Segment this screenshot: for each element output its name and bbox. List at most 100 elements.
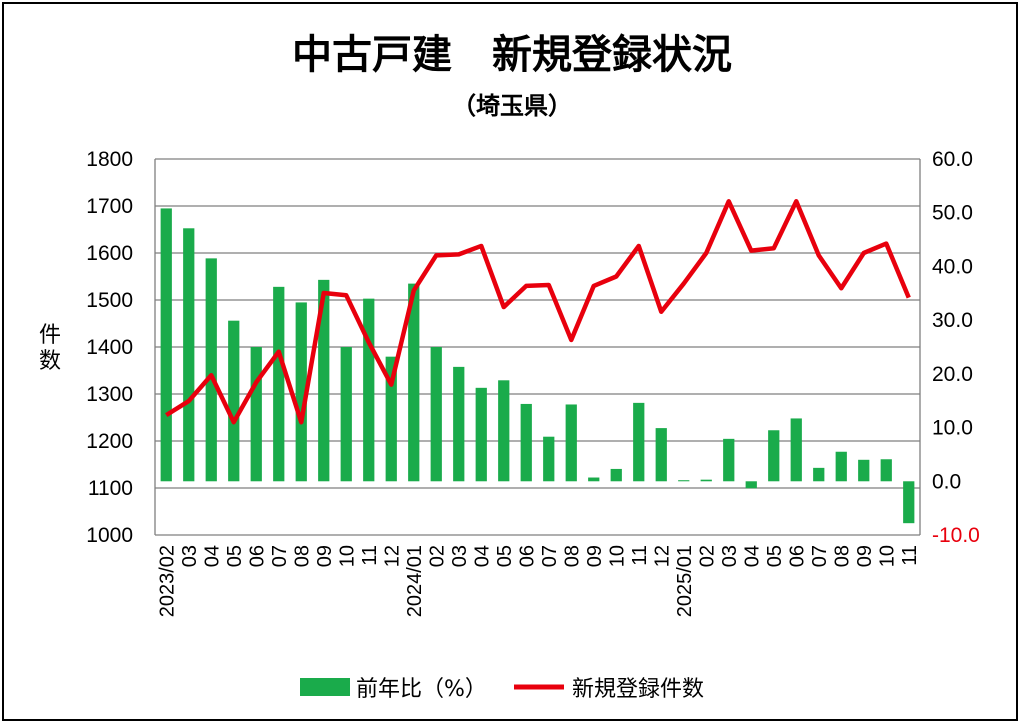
right-tick-label: 20.0 <box>932 363 973 386</box>
y-axis-label-char-1: 件 <box>39 323 61 348</box>
right-tick-label: 50.0 <box>932 202 973 225</box>
bar <box>160 208 172 482</box>
bar <box>768 430 780 482</box>
bar <box>340 347 352 482</box>
right-tick-label: 60.0 <box>932 148 973 171</box>
x-axis-ticks: 2023/02 03 04 05 06 07 08 09 10 11 12 2024/01 02 03 04… <box>156 545 921 617</box>
bar <box>183 228 195 482</box>
bar <box>858 459 870 482</box>
bar <box>813 467 825 482</box>
bar <box>430 347 442 482</box>
bar <box>408 283 420 482</box>
x-tick-label: 03 <box>719 545 741 567</box>
x-tick-label: 03 <box>179 545 201 567</box>
bar <box>475 387 487 482</box>
chart-subtitle: （埼玉県） <box>452 92 572 120</box>
x-tick-label: 11 <box>899 545 921 566</box>
bar <box>903 481 915 524</box>
x-tick-label: 09 <box>854 545 876 567</box>
bar <box>273 286 285 482</box>
bar <box>745 481 757 489</box>
x-tick-label: 04 <box>741 545 763 567</box>
left-tick-label: 1000 <box>86 524 133 547</box>
right-tick-label: -10.0 <box>932 524 980 547</box>
right-tick-label: 10.0 <box>932 417 973 440</box>
right-tick-label: 30.0 <box>932 309 973 332</box>
bar <box>610 468 622 482</box>
bar <box>520 403 532 482</box>
legend-line-label: 新規登録件数 <box>572 677 704 702</box>
bar <box>295 302 307 482</box>
left-tick-label: 1700 <box>86 195 133 218</box>
x-tick-label: 05 <box>494 545 516 567</box>
bar-series <box>160 208 915 524</box>
x-tick-label: 05 <box>764 545 786 567</box>
bar <box>880 459 892 482</box>
line-series <box>165 199 911 425</box>
bar <box>723 438 735 482</box>
left-tick-label: 1500 <box>86 289 133 312</box>
bar <box>565 404 577 482</box>
x-tick-label: 08 <box>291 545 313 567</box>
x-tick-label: 07 <box>809 545 831 567</box>
x-tick-label: 10 <box>876 545 898 567</box>
x-tick-label: 2025/01 <box>674 545 696 617</box>
right-tick-label: 40.0 <box>932 255 973 278</box>
x-tick-label: 11 <box>359 545 381 566</box>
bar <box>498 380 510 482</box>
x-tick-label: 08 <box>831 545 853 567</box>
x-tick-label: 06 <box>246 545 268 567</box>
x-tick-label: 02 <box>426 545 448 567</box>
left-tick-label: 1300 <box>86 383 133 406</box>
right-axis-ticks: -10.0 0.0 10.0 20.0 30.0 40.0 50.0 60.0 <box>932 148 980 547</box>
x-tick-label: 05 <box>224 545 246 567</box>
x-tick-label: 02 <box>696 545 718 567</box>
bar <box>633 402 645 482</box>
x-tick-label: 06 <box>786 545 808 567</box>
x-tick-label: 2024/01 <box>404 545 426 617</box>
bar <box>700 479 712 482</box>
bar <box>363 298 375 482</box>
x-tick-label: 10 <box>336 545 358 567</box>
bar <box>385 356 397 482</box>
x-tick-label: 04 <box>201 545 223 567</box>
x-tick-label: 04 <box>471 545 493 567</box>
bar <box>228 320 240 482</box>
left-tick-label: 1200 <box>86 430 133 453</box>
legend: 前年比（%） 新規登録件数 <box>300 677 704 702</box>
bar <box>835 451 847 482</box>
x-tick-label: 12 <box>381 545 403 567</box>
right-tick-label: 0.0 <box>932 470 961 493</box>
bar <box>318 279 330 482</box>
x-tick-label: 07 <box>539 545 561 567</box>
bar <box>250 347 262 482</box>
x-tick-label: 06 <box>516 545 538 567</box>
bar <box>678 480 690 482</box>
bar <box>588 477 600 482</box>
bar <box>205 258 217 482</box>
left-tick-label: 1800 <box>86 148 133 171</box>
bar <box>543 436 555 482</box>
left-tick-label: 1100 <box>88 477 133 500</box>
bar <box>655 428 667 482</box>
x-tick-label: 09 <box>584 545 606 567</box>
left-tick-label: 1600 <box>86 242 133 265</box>
legend-bar-label: 前年比（%） <box>356 677 487 702</box>
legend-bar-swatch <box>300 678 350 696</box>
y-axis-label: 件 数 <box>39 323 61 374</box>
x-tick-label: 12 <box>651 545 673 567</box>
x-tick-label: 07 <box>269 545 291 567</box>
x-tick-label: 2023/02 <box>156 545 178 617</box>
x-tick-label: 09 <box>314 545 336 567</box>
x-tick-label: 11 <box>629 545 651 566</box>
left-tick-label: 1400 <box>86 336 133 359</box>
y-axis-label-char-2: 数 <box>39 349 61 374</box>
chart-title: 中古戸建 新規登録状況 <box>292 32 732 78</box>
gridlines <box>154 158 921 536</box>
x-tick-label: 08 <box>561 545 583 567</box>
x-tick-label: 10 <box>606 545 628 567</box>
x-tick-label: 03 <box>449 545 471 567</box>
line-path <box>165 199 911 425</box>
left-axis-ticks: 1000 1100 1200 1300 1400 1500 1600 1700 1800 <box>86 148 133 547</box>
